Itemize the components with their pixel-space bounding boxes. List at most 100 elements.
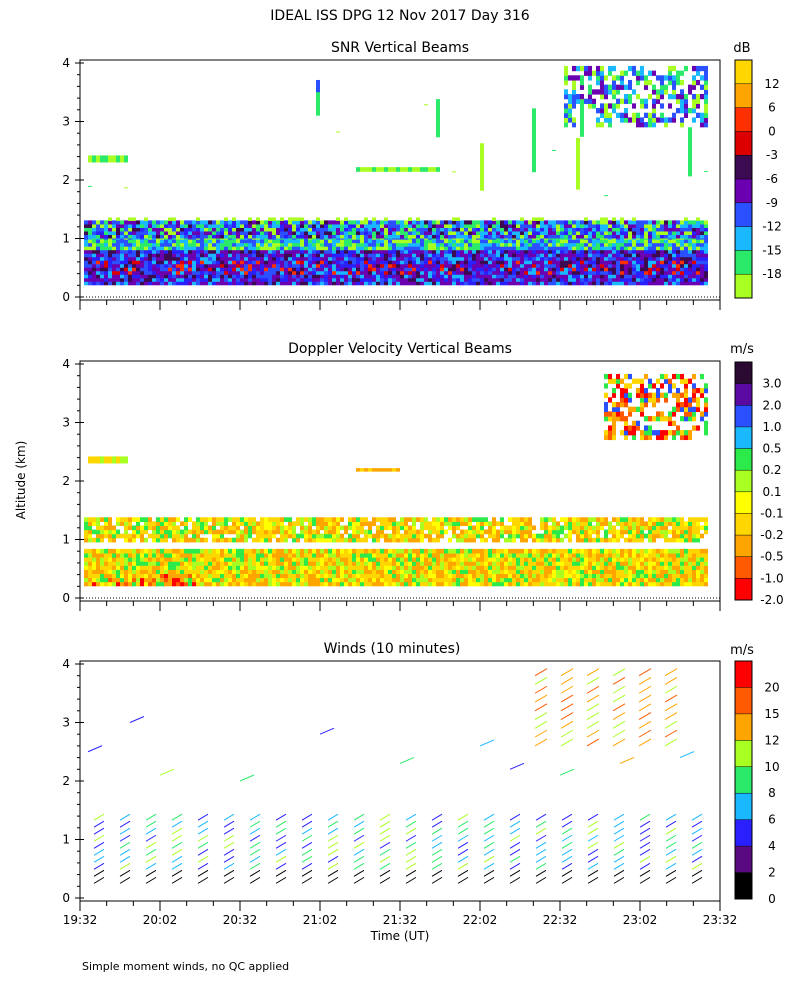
doppler-cell (344, 552, 348, 558)
snr-cell (380, 260, 384, 265)
doppler-cell (392, 533, 396, 539)
snr-cell (92, 230, 96, 235)
doppler-cell (324, 577, 328, 583)
snr-cell (288, 267, 292, 272)
doppler-cell (124, 577, 128, 583)
snr-cell (412, 230, 416, 235)
snr-cell (168, 274, 172, 279)
doppler-cell (248, 561, 252, 566)
snr-cell (436, 256, 440, 261)
doppler-cell (320, 548, 324, 554)
doppler-cell (292, 537, 296, 543)
snr-cell (648, 249, 652, 254)
snr-cell (224, 253, 228, 258)
doppler-cell (504, 525, 508, 531)
doppler-cell (132, 561, 136, 566)
snr-cell (536, 277, 540, 282)
snr-cell (272, 217, 276, 221)
snr-cell (304, 281, 308, 286)
doppler-cell (92, 552, 96, 558)
doppler-cell (328, 533, 332, 539)
snr-cell (316, 274, 320, 279)
snr-cell (576, 277, 580, 282)
doppler-cell (120, 581, 124, 587)
doppler-cell (136, 525, 140, 531)
snr-cell (572, 281, 576, 286)
doppler-cell (260, 569, 264, 575)
snr-cell (476, 253, 480, 258)
snr-cell (456, 242, 460, 247)
snr-cell (192, 223, 196, 228)
snr-panel-title: SNR Vertical Beams (331, 40, 469, 56)
doppler-cell (96, 573, 100, 579)
snr-cell (108, 270, 112, 275)
snr-cell (460, 239, 464, 244)
snr-cell (424, 256, 428, 261)
snr-cell (628, 263, 632, 268)
doppler-cell (500, 557, 504, 562)
doppler-cell (512, 581, 516, 587)
doppler-cell (476, 573, 480, 579)
doppler-cell (516, 552, 520, 558)
doppler-cell (184, 565, 188, 570)
doppler-cell (352, 569, 356, 575)
doppler-cell (136, 565, 140, 570)
snr-cell (604, 277, 608, 282)
snr-cell (136, 270, 140, 275)
snr-cell (620, 98, 624, 104)
snr-cell (692, 79, 696, 86)
doppler-cell (424, 552, 428, 558)
doppler-cell (512, 548, 516, 554)
snr-cell (532, 246, 536, 251)
snr-cell (420, 281, 424, 286)
snr-cell (548, 274, 552, 279)
doppler-cell (88, 577, 92, 583)
snr-cell (552, 149, 556, 151)
snr-cell (224, 234, 228, 239)
snr-cell (640, 98, 644, 104)
doppler-cell (96, 557, 100, 562)
snr-cell (88, 270, 92, 275)
snr-cell (684, 270, 688, 275)
doppler-cell (236, 557, 240, 562)
doppler-cell (240, 533, 244, 539)
snr-cell (412, 267, 416, 272)
doppler-cell (168, 521, 172, 527)
snr-cell (112, 260, 116, 265)
snr-cell (520, 230, 524, 235)
doppler-cell (368, 577, 372, 583)
snr-cell (200, 230, 204, 235)
snr-cell (572, 89, 576, 95)
doppler-cell (380, 521, 384, 527)
snr-cell (176, 242, 180, 247)
snr-cell (292, 260, 296, 265)
doppler-cell (316, 552, 320, 558)
doppler-cell (316, 548, 320, 554)
snr-cell (240, 281, 244, 286)
snr-cell (476, 234, 480, 239)
doppler-cell (408, 581, 412, 587)
snr-cell (580, 263, 584, 268)
snr-cell (220, 256, 224, 261)
snr-cell (388, 281, 392, 286)
snr-cell (88, 239, 92, 244)
snr-cell (152, 239, 156, 244)
doppler-cell (452, 573, 456, 579)
doppler-cell (84, 529, 88, 535)
snr-cell (136, 234, 140, 239)
snr-cell (180, 256, 184, 261)
doppler-cell (268, 529, 272, 535)
snr-cell (576, 223, 580, 228)
snr-cell (400, 270, 404, 275)
snr-cell (172, 242, 176, 247)
doppler-cell (336, 552, 340, 558)
snr-cell (168, 253, 172, 258)
snr-cell (664, 117, 668, 123)
snr-cell (172, 267, 176, 272)
doppler-cell (264, 529, 268, 535)
snr-cell (256, 274, 260, 279)
snr-cell (216, 230, 220, 235)
doppler-cell (136, 573, 140, 579)
snr-cell (532, 108, 536, 173)
snr-cell (616, 220, 620, 225)
